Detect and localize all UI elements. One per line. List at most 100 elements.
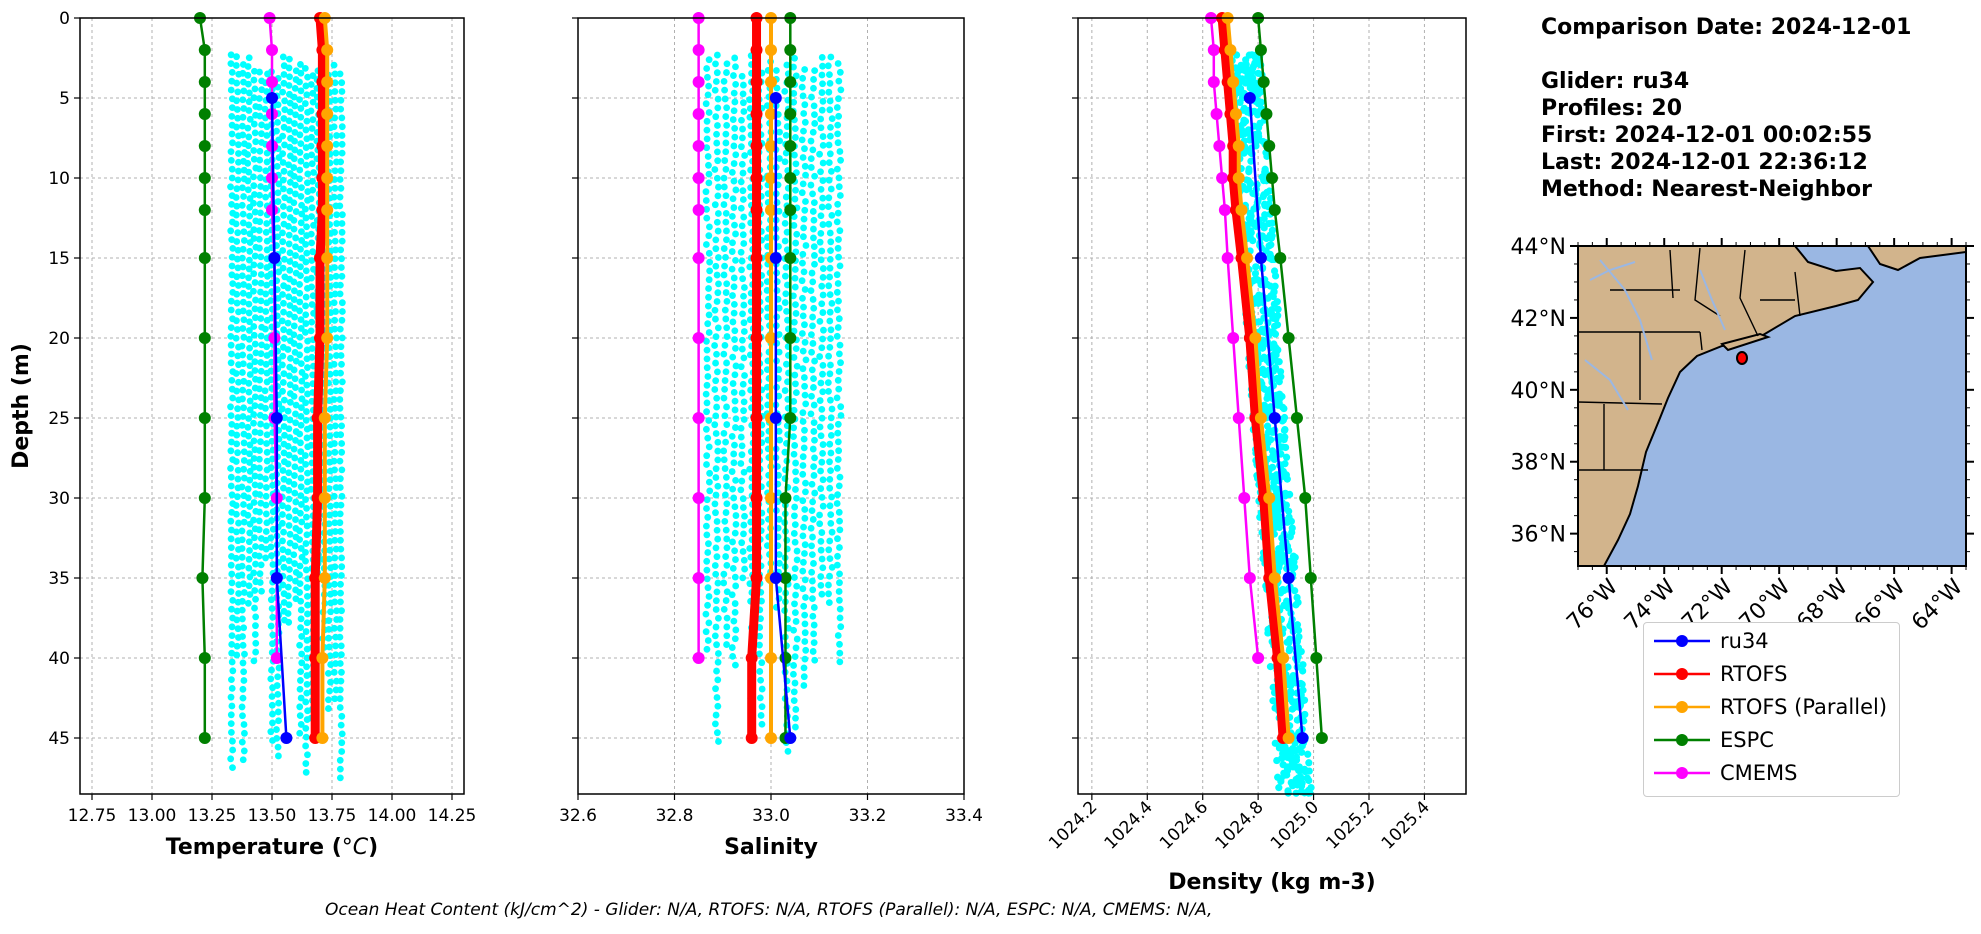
glider-point (235, 378, 242, 386)
glider-point (284, 610, 292, 617)
legend-item-cmems: CMEMS (1652, 759, 1798, 787)
glider-point (1286, 645, 1294, 653)
glider-point (714, 579, 722, 587)
glider-point (228, 165, 236, 173)
glider-point (1264, 294, 1272, 302)
glider-point (239, 395, 246, 403)
glider-point (714, 192, 722, 200)
glider-point (308, 151, 316, 159)
glider-point (296, 527, 303, 535)
glider-point (739, 380, 747, 388)
glider-point (721, 95, 729, 103)
glider-point (251, 305, 259, 313)
glider-point (826, 440, 834, 448)
x-tick-label: 13.50 (248, 806, 297, 826)
glider-point (336, 176, 344, 183)
glider-point (703, 381, 711, 389)
glider-point (233, 238, 241, 245)
legend-item-ru34: ru34 (1652, 627, 1769, 655)
glider-point (837, 86, 845, 94)
glider-point (721, 157, 729, 164)
glider-point (808, 577, 816, 585)
glider-point (338, 572, 345, 579)
glider-point (336, 325, 344, 333)
glider-point (297, 105, 305, 112)
glider-point (250, 173, 257, 181)
series-ru34 (1243, 92, 1309, 744)
glider-point (232, 370, 240, 377)
series-point (1282, 572, 1295, 584)
glider-point (819, 177, 827, 184)
series-point (196, 572, 209, 584)
glider-point (705, 276, 713, 284)
glider-point (298, 518, 306, 526)
glider-point (703, 645, 711, 653)
glider-point (228, 130, 236, 138)
glider-point (1271, 519, 1279, 527)
glider-point (281, 414, 288, 422)
glider-point (238, 272, 246, 280)
glider-point (809, 278, 817, 286)
glider-point (706, 258, 714, 266)
glider-point (791, 538, 799, 546)
glider-point (240, 404, 248, 412)
glider-point (290, 93, 298, 101)
glider-point (809, 208, 817, 215)
glider-point (825, 88, 833, 96)
glider-point (238, 527, 246, 535)
glider-point (297, 87, 305, 95)
glider-point (703, 144, 711, 152)
glider-point (325, 625, 333, 633)
glider-point (298, 386, 306, 394)
glider-point (834, 209, 842, 217)
glider-point (809, 322, 816, 330)
glider-point (250, 499, 258, 506)
glider-point (307, 230, 315, 238)
glider-point (239, 298, 247, 306)
glider-point (308, 133, 315, 141)
glider-point (308, 345, 316, 352)
glider-point (705, 540, 712, 548)
glider-point (279, 467, 287, 474)
glider-point (325, 581, 333, 589)
glider-point (324, 669, 332, 677)
glider-point (250, 331, 258, 339)
glider-point (791, 54, 798, 62)
glider-point (801, 206, 809, 214)
glider-point (731, 397, 739, 405)
glider-point (731, 221, 738, 229)
glider-point (758, 703, 766, 711)
glider-point (783, 360, 790, 368)
y-tick-label: 35 (48, 569, 70, 589)
glider-point (728, 644, 736, 651)
series-point (1224, 44, 1237, 56)
glider-point (793, 362, 801, 370)
glider-point (729, 485, 737, 493)
glider-point (746, 545, 754, 552)
glider-point (302, 540, 310, 547)
glider-point (280, 299, 287, 307)
glider-point (304, 170, 312, 178)
series-point (270, 412, 283, 424)
glider-point (756, 694, 764, 702)
glider-point (336, 519, 344, 527)
glider-point (825, 546, 833, 554)
glider-point (239, 351, 247, 359)
glider-point (309, 186, 317, 194)
glider-point (704, 434, 712, 442)
glider-point (713, 69, 721, 77)
glider-point (739, 125, 746, 133)
glider-point (801, 629, 809, 637)
glider-point (333, 220, 341, 227)
glider-point (297, 421, 305, 429)
y-tick-label: 0 (59, 9, 70, 29)
glider-point (338, 211, 346, 219)
glider-point (267, 675, 275, 683)
series-point (1268, 572, 1281, 584)
glider-point (297, 316, 305, 324)
glider-point (817, 379, 825, 387)
glider-point (233, 317, 240, 325)
glider-point (227, 517, 235, 525)
glider-point (792, 301, 799, 309)
glider-point (728, 468, 736, 475)
